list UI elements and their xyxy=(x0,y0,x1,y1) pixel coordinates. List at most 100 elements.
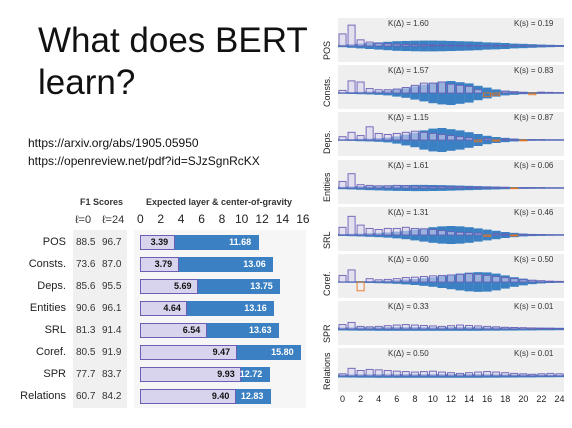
delta-bar xyxy=(546,373,555,377)
panel-plot xyxy=(338,24,564,52)
delta-bar xyxy=(356,281,365,292)
center-of-gravity-label: 4.64 xyxy=(163,303,181,313)
delta-bar xyxy=(447,231,455,236)
delta-bar xyxy=(347,215,356,236)
delta-bar xyxy=(419,371,428,377)
delta-bar xyxy=(519,92,528,94)
delta-bar xyxy=(510,139,519,141)
expected-layer-label: 13.16 xyxy=(244,303,267,313)
delta-bar xyxy=(537,280,546,283)
delta-bar xyxy=(365,227,374,236)
f1-score-l0: 90.6 xyxy=(76,303,96,314)
delta-bar xyxy=(356,183,365,189)
f1-score-l0: 85.6 xyxy=(76,281,96,292)
x-tick-label: 8 xyxy=(218,212,226,226)
delta-bar xyxy=(401,184,410,189)
expected-layer-label: 13.75 xyxy=(250,281,273,291)
delta-bar xyxy=(383,89,392,94)
k-delta-label: K(Δ) = 0.50 xyxy=(388,349,429,359)
expected-layer-label: 13.63 xyxy=(249,325,272,335)
delta-bar xyxy=(483,92,492,97)
delta-bar xyxy=(347,322,356,330)
f1-score-l24: 84.2 xyxy=(102,391,122,402)
layer-tick-label: 22 xyxy=(536,393,547,404)
delta-bar xyxy=(492,92,501,96)
delta-bar xyxy=(410,276,419,283)
delta-bar xyxy=(465,86,474,94)
delta-bar xyxy=(519,279,528,283)
panel-task-label: Deps. xyxy=(322,130,332,155)
x-tick-label: 6 xyxy=(198,212,205,226)
panel-task-label: SPR xyxy=(322,324,332,344)
delta-bar xyxy=(510,234,519,237)
delta-bar xyxy=(347,269,356,283)
layer-tick-label: 6 xyxy=(394,393,400,404)
k-s-label: K(s) = 0.50 xyxy=(514,255,554,264)
delta-bar xyxy=(401,87,410,94)
delta-bar xyxy=(510,373,519,377)
delta-bar xyxy=(528,374,537,377)
delta-bar xyxy=(392,278,401,283)
layer-panel xyxy=(338,159,564,204)
delta-bar xyxy=(365,41,374,47)
layer-tick-label: 0 xyxy=(340,393,346,404)
delta-bar xyxy=(510,327,519,330)
delta-bar xyxy=(419,276,428,283)
panel-plot xyxy=(338,80,564,106)
k-s-label: K(s) = 0.01 xyxy=(514,349,554,359)
expected-layer-label: 13.06 xyxy=(243,259,266,269)
x-tick-label: 14 xyxy=(275,212,290,226)
layer-tick-label: 18 xyxy=(500,393,511,404)
delta-bar xyxy=(410,324,419,330)
arxiv-link[interactable]: https://arxiv.org/abs/1905.05950 xyxy=(28,136,199,150)
delta-bar xyxy=(392,133,401,141)
x-tick-label: 0 xyxy=(137,212,144,226)
delta-bar xyxy=(401,324,410,330)
delta-bar xyxy=(528,279,537,283)
expected-layer-bar xyxy=(241,367,270,382)
k-delta-label: K(Δ) = 1.60 xyxy=(388,19,429,28)
layer-tick-label: 16 xyxy=(482,393,493,404)
delta-bar xyxy=(392,324,401,330)
delta-bar xyxy=(347,172,356,189)
task-label: Coref. xyxy=(36,346,66,358)
delta-bar xyxy=(338,373,347,377)
task-label: Consts. xyxy=(28,258,66,270)
delta-bar xyxy=(347,132,356,141)
center-of-gravity-label: 3.39 xyxy=(150,237,169,247)
delta-bar xyxy=(356,39,365,47)
delta-bar xyxy=(383,43,392,47)
f1-score-l0: 80.5 xyxy=(76,347,96,358)
delta-bar xyxy=(483,274,492,283)
delta-bar xyxy=(483,234,492,237)
delta-bar xyxy=(456,324,465,330)
delta-bar xyxy=(465,44,474,47)
delta-bar xyxy=(356,370,365,377)
delta-bar xyxy=(392,227,401,236)
delta-bar xyxy=(437,274,446,283)
delta-bar xyxy=(546,92,555,94)
panel-task-label: Coref. xyxy=(322,271,332,296)
delta-bar xyxy=(338,226,347,236)
delta-bar xyxy=(356,326,365,330)
delta-bar xyxy=(501,90,510,94)
expected-layer-bar xyxy=(236,345,302,360)
delta-bar xyxy=(428,82,437,94)
layer-panel xyxy=(338,301,564,346)
openreview-link[interactable]: https://openreview.net/pdf?id=SJzSgnRcKX xyxy=(28,154,260,168)
center-of-gravity-label: 3.79 xyxy=(154,259,173,269)
k-delta-label: K(Δ) = 0.60 xyxy=(388,255,429,264)
delta-bar xyxy=(456,231,465,236)
layer-tick-label: 14 xyxy=(464,393,475,404)
expected-layer-bar xyxy=(174,235,260,250)
panel-plot xyxy=(338,322,564,331)
delta-bar xyxy=(410,44,419,47)
x-tick-label: 4 xyxy=(177,212,185,226)
delta-bar xyxy=(374,279,383,283)
panel-task-label: Entities xyxy=(322,172,332,202)
task-label: SRL xyxy=(44,324,66,336)
delta-bar xyxy=(501,186,510,189)
delta-bar xyxy=(374,369,383,377)
delta-bar xyxy=(338,324,347,330)
